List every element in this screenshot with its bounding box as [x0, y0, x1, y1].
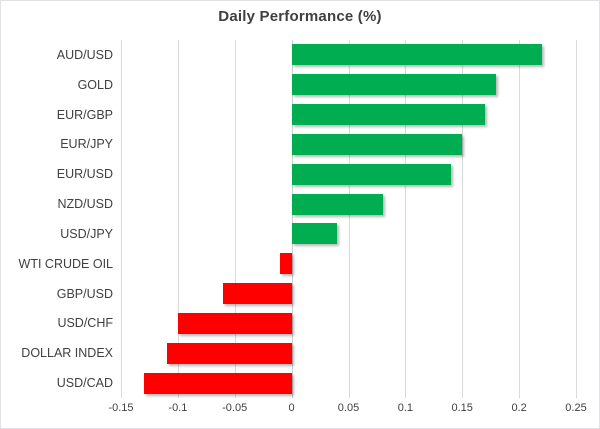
category-label: USD/CHF [57, 316, 113, 331]
x-tick-label: -0.05 [222, 402, 248, 414]
bar-aud-usd [291, 44, 542, 66]
x-tick-label: 0 [288, 402, 295, 414]
x-tick-label: -0.1 [168, 402, 188, 414]
x-tick-label: 0.1 [397, 402, 414, 414]
x-tick-label: 0.2 [511, 402, 527, 414]
category-label: EUR/GBP [56, 107, 113, 122]
gridline [405, 40, 407, 398]
bar-gbp-usd [223, 283, 292, 305]
bar-usd-cad [143, 372, 292, 394]
category-label: USD/CAD [56, 376, 113, 391]
gridline [576, 40, 577, 398]
gridline [121, 40, 122, 398]
bar-dollar-index [166, 342, 292, 364]
chart-title: Daily Performance (%) [218, 8, 382, 25]
category-axis: AUD/USD GOLD EUR/GBP EUR/JPY EUR/USD NZD/USD U… [1, 40, 113, 398]
plot-area [121, 40, 577, 398]
bar-usd-jpy [291, 223, 338, 245]
category-label: DOLLAR INDEX [21, 346, 113, 361]
gridline [462, 40, 464, 398]
category-label: GBP/USD [56, 286, 113, 301]
gridline [348, 40, 350, 398]
x-tick-label: 0.25 [565, 402, 587, 414]
bar-gold [291, 74, 497, 96]
gridline [177, 40, 179, 398]
value-axis: -0.15 -0.1 -0.05 0 0.05 0.1 0.15 0.2 0.25 [108, 402, 586, 420]
category-label: AUD/USD [56, 47, 113, 62]
category-label: EUR/JPY [60, 137, 113, 152]
bar-eur-gbp [291, 104, 485, 126]
bar-eur-jpy [291, 133, 463, 155]
bar-nzd-usd [291, 193, 383, 215]
zero-axis-line [291, 40, 293, 398]
gridline [519, 40, 521, 398]
category-label: WTI CRUDE OIL [18, 256, 113, 271]
x-tick-label: -0.15 [108, 402, 134, 414]
gridline [234, 40, 236, 398]
category-label: USD/JPY [60, 226, 113, 241]
category-label: EUR/USD [56, 167, 113, 182]
category-label: NZD/USD [57, 197, 113, 212]
x-tick-label: 0.05 [337, 402, 360, 414]
x-tick-label: 0.15 [451, 402, 473, 414]
bar-eur-usd [291, 163, 451, 185]
category-label: GOLD [77, 77, 113, 92]
bar-usd-chf [177, 312, 292, 334]
bar-wti-crude-oil [280, 253, 292, 275]
